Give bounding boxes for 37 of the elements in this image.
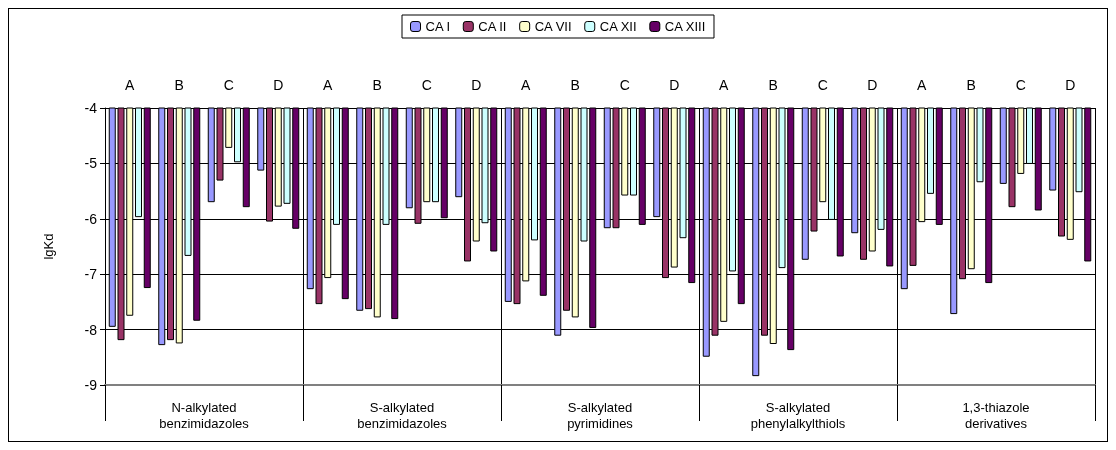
x-tick-label: C [619, 77, 630, 93]
x-tick-label: D [669, 77, 680, 93]
y-tick-label: -9 [84, 377, 98, 393]
text: S-alkylated pyrimidines [567, 399, 634, 431]
y-tick-label: -7 [84, 266, 98, 283]
legend-label: CA I [425, 19, 451, 34]
y-tick-label: -4 [84, 100, 98, 116]
x-tick-label: A [521, 77, 532, 93]
x-tick-label: C [817, 77, 828, 93]
text: S-alkylated benzimidazoles [357, 399, 448, 431]
legend-label: CA XII [599, 19, 637, 34]
x-tick-label: A [917, 77, 928, 93]
x-tick-label: B [372, 77, 382, 93]
y-tick-label: -5 [84, 155, 98, 172]
legend-label: CA II [478, 19, 507, 34]
x-tick-label: B [768, 77, 778, 93]
text: N-alkylated benzimidazoles [159, 399, 250, 431]
text: S-alkylated phenylalkylthiols [750, 399, 846, 431]
y-tick-label: -8 [84, 321, 98, 338]
y-tick-label: -6 [84, 210, 98, 227]
x-tick-label: A [125, 77, 136, 93]
x-tick-label: B [570, 77, 580, 93]
x-tick-label: A [719, 77, 730, 93]
y-axis-title: lgKd [41, 233, 56, 260]
text: 1,3-thiazole derivatives [962, 399, 1030, 431]
x-tick-label: C [223, 77, 234, 93]
x-tick-label: A [323, 77, 334, 93]
legend-label: CA VII [534, 19, 572, 34]
x-tick-label: D [867, 77, 878, 93]
x-tick-label: C [1015, 77, 1026, 93]
legend-label: CA XIII [664, 19, 706, 34]
x-tick-label: C [421, 77, 432, 93]
x-tick-label: B [174, 77, 184, 93]
x-tick-label: D [273, 77, 284, 93]
x-tick-label: D [1065, 77, 1076, 93]
x-tick-label: D [471, 77, 482, 93]
x-tick-label: B [966, 77, 976, 93]
